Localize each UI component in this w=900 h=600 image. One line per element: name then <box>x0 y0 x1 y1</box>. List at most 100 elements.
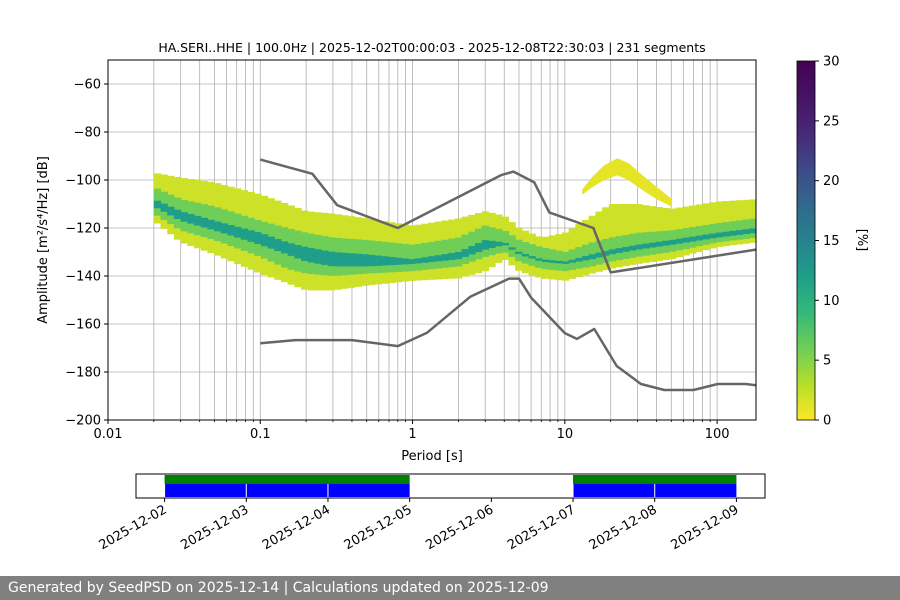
coverage-processed-bar <box>573 484 655 497</box>
psd-density-cell <box>521 242 530 264</box>
psd-density-cell-extra <box>592 176 594 187</box>
psd-density-cell-extra <box>618 159 621 177</box>
psd-density-cell-extra <box>597 171 599 184</box>
psd-density-cell-extra <box>659 189 661 201</box>
x-tick-label: 10 <box>557 427 574 442</box>
psd-density-cell-extra <box>610 161 613 178</box>
psd-density-cell <box>575 257 583 262</box>
psd-density-cell <box>535 246 543 268</box>
psd-density-cell-extra <box>658 189 661 201</box>
psd-density-cell <box>595 252 603 258</box>
psd-density-cell <box>414 258 423 264</box>
psd-density-cell-extra <box>605 164 608 180</box>
psd-density-cell <box>474 243 483 253</box>
psd-density-cell-extra <box>661 191 663 202</box>
psd-density-cell-extra <box>635 170 638 186</box>
psd-density-cell <box>602 238 610 263</box>
psd-density-cell <box>408 244 416 272</box>
psd-density-cell-extra <box>666 195 668 205</box>
psd-density-cell-extra <box>651 183 654 197</box>
psd-density-cell <box>695 235 704 241</box>
noise-models <box>259 158 756 392</box>
psd-density-cell <box>521 254 530 257</box>
psd-density-cell-extra <box>648 181 651 195</box>
psd-density-cell <box>347 253 356 267</box>
psd-density-cell <box>454 252 463 260</box>
psd-density-cell <box>334 252 342 267</box>
psd-density-cell-extra <box>582 188 584 195</box>
psd-density-cell <box>167 206 175 216</box>
psd-density-cell <box>421 257 429 263</box>
psd-density-cell <box>541 259 550 263</box>
x-tick-label: 0.01 <box>94 427 123 442</box>
psd-density-cell <box>608 249 617 255</box>
psd-density-cell <box>301 246 309 261</box>
psd-density-cell-extra <box>588 181 590 190</box>
psd-density-cell <box>742 229 750 235</box>
psd-density-cell <box>541 248 550 270</box>
psd-density-cell-extra <box>670 198 672 207</box>
x-tick-label: 0.1 <box>250 427 271 442</box>
footer: Generated by SeedPSD on 2025-12-14 | Cal… <box>0 576 900 600</box>
psd-density-cell <box>468 246 476 255</box>
psd-density-cell-extra <box>642 176 645 191</box>
psd-density-cell-extra <box>615 158 618 176</box>
axes: 0.01 0.1 1 10 100 −60 −80 −100 −120 −140 −160 −180 −… <box>65 78 729 443</box>
psd-density-cell <box>220 223 229 234</box>
psd-density-cell <box>555 260 563 264</box>
psd-density-cell <box>414 243 423 271</box>
psd-density-cell-extra <box>640 174 643 190</box>
psd-density-cell <box>408 259 416 265</box>
psd-density-cell-extra <box>669 197 671 206</box>
psd-density-cell <box>394 257 402 265</box>
psd-density-cell-extra <box>608 162 611 178</box>
y-axis-label: Amplitude [m²/s⁴/Hz] [dB] <box>36 156 51 324</box>
psd-density-cell <box>153 200 162 209</box>
psd-density-cell-extra <box>636 171 639 187</box>
psd-density-cell-extra <box>595 173 597 185</box>
psd-density-cell-extra <box>653 185 656 198</box>
psd-density-cell-extra <box>644 177 647 192</box>
x-tick-label: 100 <box>705 427 730 442</box>
psd-density-cell-extra <box>629 165 632 182</box>
psd-density-cell-extra <box>613 159 616 177</box>
psd-density-cell <box>327 251 336 267</box>
psd-density-cell <box>481 240 489 250</box>
psd-density-cell <box>207 219 215 230</box>
colorbar-tick-label: 10 <box>823 294 840 309</box>
psd-density-cell-extra <box>596 172 598 185</box>
psd-density-cell <box>200 217 208 228</box>
psd-density-cell <box>722 231 730 237</box>
psd-density-cell-extra <box>619 159 622 177</box>
date-tick-label: 2025-12-06 <box>423 502 496 553</box>
colorbar-tick-label: 0 <box>823 414 831 429</box>
psd-density-cell <box>582 256 590 261</box>
psd-density-cell <box>454 237 463 267</box>
psd-density-cell <box>501 242 510 246</box>
psd-density-cell-extra <box>586 183 588 192</box>
psd-density-cell <box>374 255 382 266</box>
y-tick-label: −200 <box>65 414 101 429</box>
psd-density-cell <box>555 250 563 271</box>
psd-density-cell-extra <box>655 186 658 199</box>
psd-density-cell-extra <box>639 173 642 189</box>
psd-density-cell-extra <box>626 162 629 180</box>
psd-density-cell-extra <box>604 164 607 180</box>
psd-density-cell <box>602 207 610 271</box>
psd-density-cell <box>635 244 643 250</box>
psd-density-cell <box>260 234 269 247</box>
psd-density-cell-extra <box>649 181 652 195</box>
psd-density-cell-extra <box>631 166 634 183</box>
data-coverage: 2025-12-02 2025-12-03 2025-12-04 2025-12-05… <box>97 473 766 553</box>
psd-density-cell-extra <box>617 158 620 176</box>
psd-density-cell-extra <box>638 172 641 188</box>
psd-density-cell <box>568 259 576 263</box>
psd-density-cell-extra <box>612 160 615 177</box>
psd-density-cell-extra <box>590 178 592 188</box>
psd-density-cell <box>307 248 316 263</box>
psd-density-cell <box>508 247 516 250</box>
coverage-available-bar <box>573 475 737 484</box>
psd-density-cell-extra <box>652 184 655 197</box>
coverage-processed-bar <box>654 484 737 497</box>
psd-density-cell-extra <box>637 172 640 188</box>
